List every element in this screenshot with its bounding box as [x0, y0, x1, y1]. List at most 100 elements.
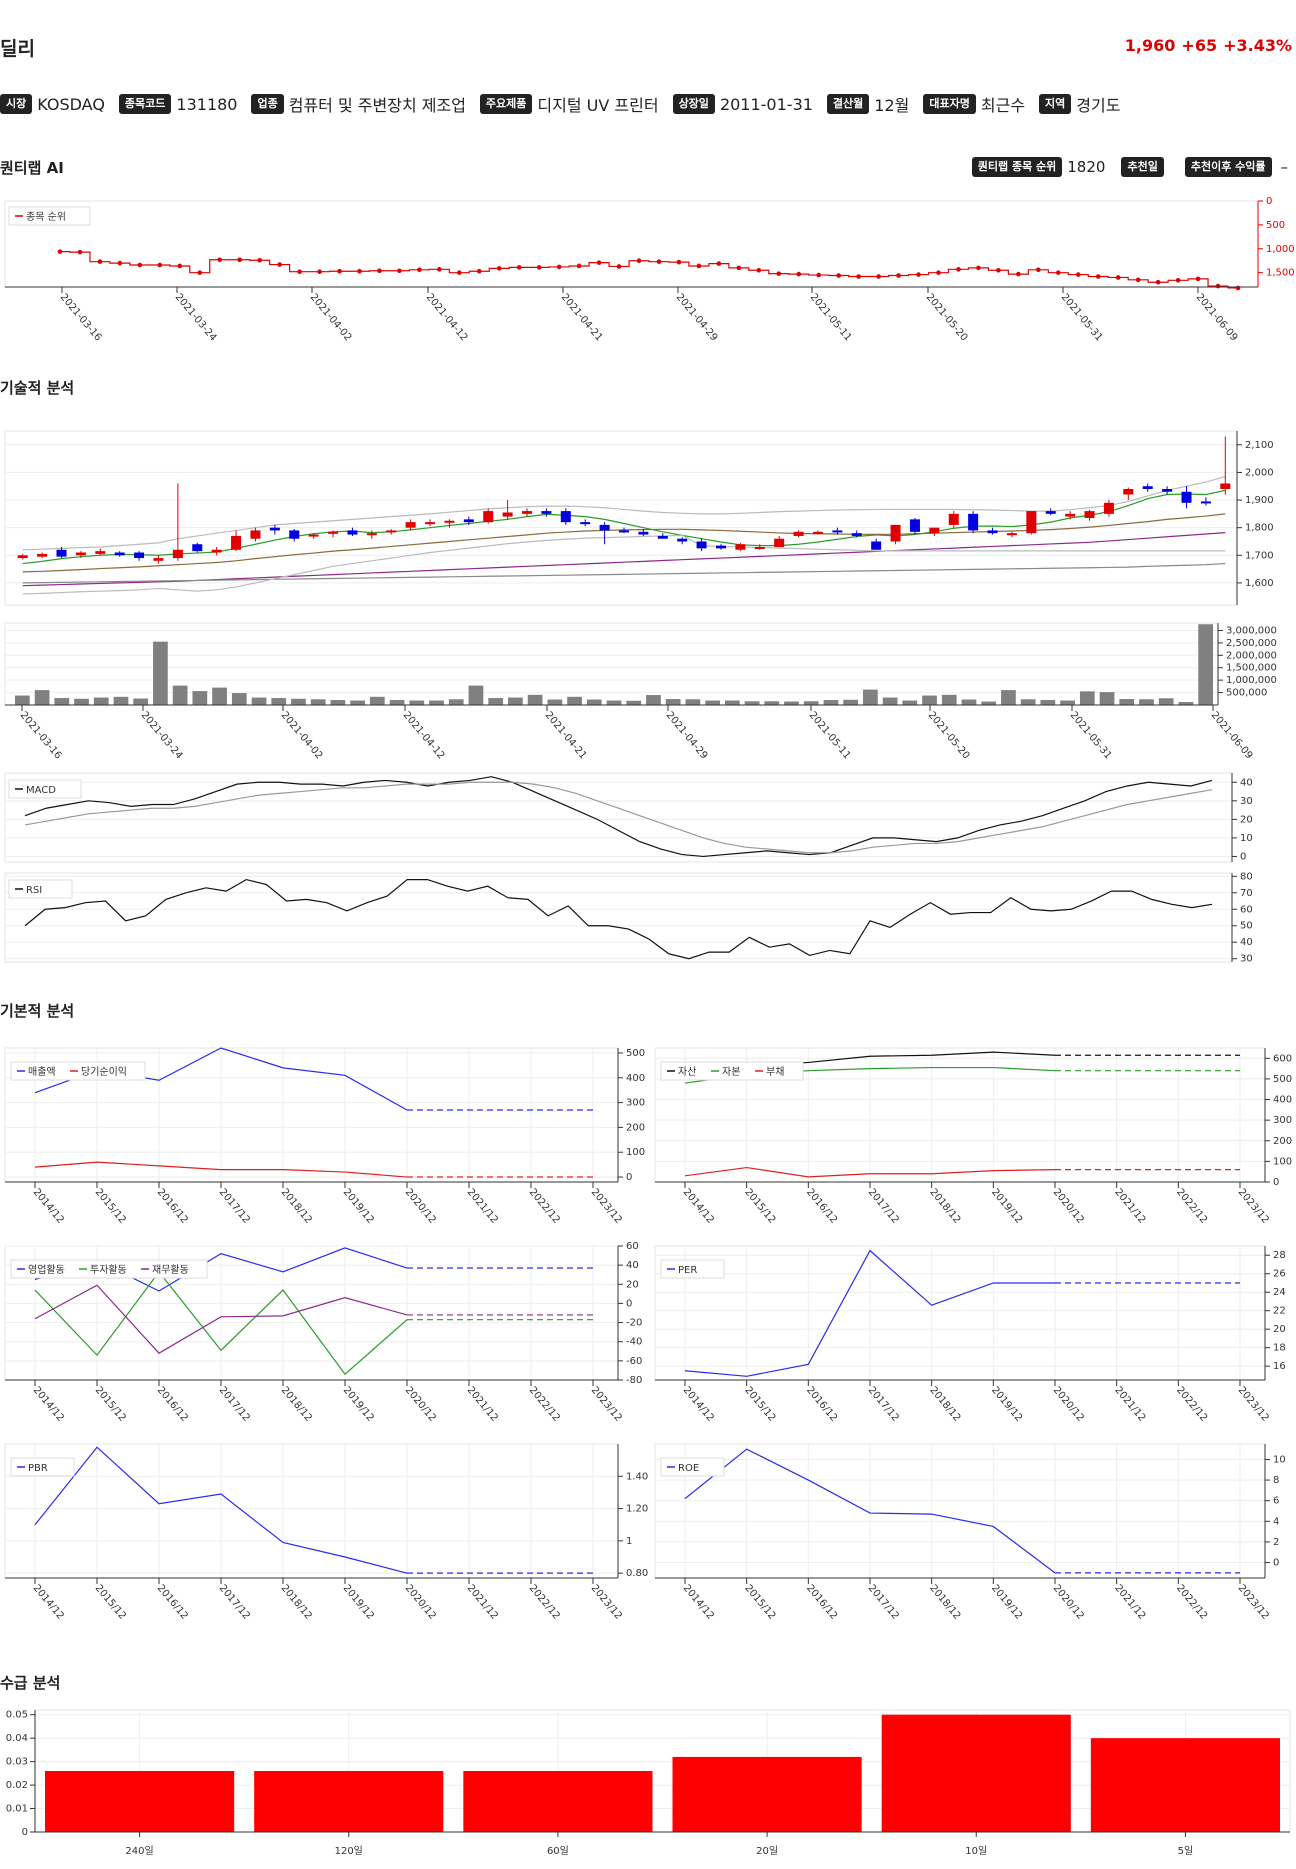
- candle-body: [444, 520, 455, 523]
- volume-bar: [784, 701, 799, 705]
- sales-x-tick-label: 2016/12: [155, 1187, 190, 1226]
- sales-x-tick-label: 2020/12: [403, 1187, 438, 1226]
- volume-bar: [843, 699, 859, 705]
- rank-point: [716, 261, 722, 266]
- pbr-x-tick-label: 2014/12: [31, 1583, 66, 1622]
- section-title-flow: 수급 분석: [0, 1674, 61, 1692]
- cashflow-legend-box: [10, 1259, 208, 1279]
- per-x-tick-label: 2016/12: [804, 1385, 839, 1424]
- roe-x-tick-label: 2016/12: [804, 1583, 839, 1622]
- per-legend-label: PER: [678, 1265, 697, 1276]
- candle-y-tick-label: 2,000: [1245, 467, 1274, 478]
- rank-point: [1195, 276, 1201, 282]
- volume-bar: [586, 699, 602, 705]
- info-value-ceo: 최근수: [980, 96, 1026, 115]
- candle-body: [211, 549, 222, 553]
- cashflow-x-tick-label: 2018/12: [279, 1385, 314, 1424]
- rank-point: [397, 268, 402, 274]
- rank-point: [876, 274, 881, 279]
- stock-title: 딜리: [0, 38, 35, 60]
- rank-x-tick-label: 2021-03-16: [58, 292, 104, 344]
- rank-y-tick-label: 0: [1266, 196, 1272, 207]
- candle-body: [75, 552, 86, 556]
- candle-body: [328, 531, 339, 534]
- candle-body: [153, 558, 164, 561]
- volume-bar: [1079, 691, 1095, 705]
- pbr-x-tick-label: 2019/12: [341, 1583, 376, 1622]
- pbr-x-tick-label: 2015/12: [93, 1583, 128, 1622]
- roe-x-tick-label: 2022/12: [1174, 1583, 1209, 1622]
- rank-point: [417, 267, 422, 273]
- volume-bar: [350, 700, 365, 705]
- macd-chart: 0 10 20 30 40 MACD: [4, 772, 1253, 863]
- macd-y-tick-label: 20: [1240, 814, 1253, 825]
- balance-legend-label: 자본: [722, 1066, 740, 1078]
- rank-point: [377, 268, 382, 274]
- rank-point: [1235, 285, 1241, 291]
- candle-body: [1162, 489, 1173, 492]
- rank-point: [437, 267, 442, 272]
- sales-x-tick-label: 2019/12: [341, 1187, 376, 1226]
- volume-x-tick-label: 2021-04-21: [543, 710, 589, 762]
- balance-y-tick-label: 400: [1273, 1095, 1292, 1106]
- rank-point: [297, 269, 302, 275]
- rank-point: [1215, 283, 1221, 289]
- volume-bar: [705, 700, 720, 705]
- rank-y-tick-label: 1,500: [1266, 268, 1295, 279]
- info-label-market: 시장: [0, 94, 33, 114]
- per-x-tick-label: 2019/12: [989, 1385, 1024, 1424]
- volume-bar: [448, 699, 464, 705]
- volume-bar: [1198, 624, 1213, 705]
- rank-point: [736, 265, 742, 271]
- macd-macd-line: [24, 776, 1213, 858]
- pbr-legend-box: [10, 1457, 75, 1477]
- roe-x-tick-label: 2021/12: [1112, 1583, 1147, 1622]
- sales-chart: 0 100 200 300 400 500 2014/12 2015/12 2016/12 201…: [4, 1047, 645, 1226]
- rank-y-tick-label: 1,000: [1266, 244, 1295, 255]
- pbr-x-tick-label: 2023/12: [589, 1583, 624, 1622]
- sales-y-tick-label: 200: [626, 1122, 645, 1133]
- sales-y-tick-label: 400: [626, 1073, 645, 1084]
- info-label-industry: 업종: [251, 94, 284, 114]
- roe-y-tick-label: 0: [1273, 1558, 1279, 1569]
- candle-body: [541, 511, 552, 514]
- current-price: 1,960: [1124, 36, 1176, 55]
- cashflow-x-tick-label: 2015/12: [93, 1385, 128, 1424]
- rank-x-tick-label: 2021-06-09: [1194, 292, 1240, 344]
- volume-bar: [744, 701, 760, 705]
- candle-body: [890, 524, 901, 542]
- rank-point: [237, 257, 242, 263]
- volume-y-tick-label: 1,000,000: [1226, 675, 1277, 686]
- roe-x-tick-label: 2015/12: [742, 1583, 777, 1622]
- rank-point: [516, 265, 522, 270]
- macd-signal-line: [24, 781, 1213, 854]
- candle-body: [1026, 511, 1037, 534]
- balance-legend-label: 자산: [678, 1066, 696, 1078]
- rsi-legend-box: [8, 879, 73, 899]
- candle-bb_upper-line: [22, 475, 1226, 551]
- roe-y-tick-label: 8: [1273, 1475, 1279, 1486]
- flow-bar: [881, 1714, 1071, 1832]
- ai-rank-label: 퀀티랩 종목 순위: [971, 157, 1063, 177]
- info-label-ceo: 대표자명: [923, 94, 976, 114]
- flow-x-tick-label: 240일: [125, 1845, 153, 1857]
- rank-point: [257, 257, 262, 263]
- volume-bar: [15, 695, 30, 705]
- volume-bar: [54, 698, 70, 705]
- volume-x-tick-label: 2021-03-24: [139, 710, 185, 762]
- volume-y-tick-label: 2,000,000: [1226, 650, 1277, 661]
- volume-bar: [251, 697, 267, 705]
- volume-bar: [823, 700, 839, 705]
- volume-bar: [192, 691, 208, 705]
- cashflow-x-tick-label: 2020/12: [403, 1385, 438, 1424]
- rank-point: [197, 270, 203, 275]
- candle-body: [1200, 501, 1211, 504]
- candle-body: [114, 552, 125, 556]
- volume-bar: [626, 700, 642, 705]
- sales-y-tick-label: 500: [626, 1048, 645, 1059]
- volume-bar: [863, 689, 878, 705]
- rank-point: [57, 249, 63, 254]
- rank-point: [1155, 279, 1161, 285]
- volume-bar: [93, 697, 109, 705]
- rank-point: [217, 257, 223, 263]
